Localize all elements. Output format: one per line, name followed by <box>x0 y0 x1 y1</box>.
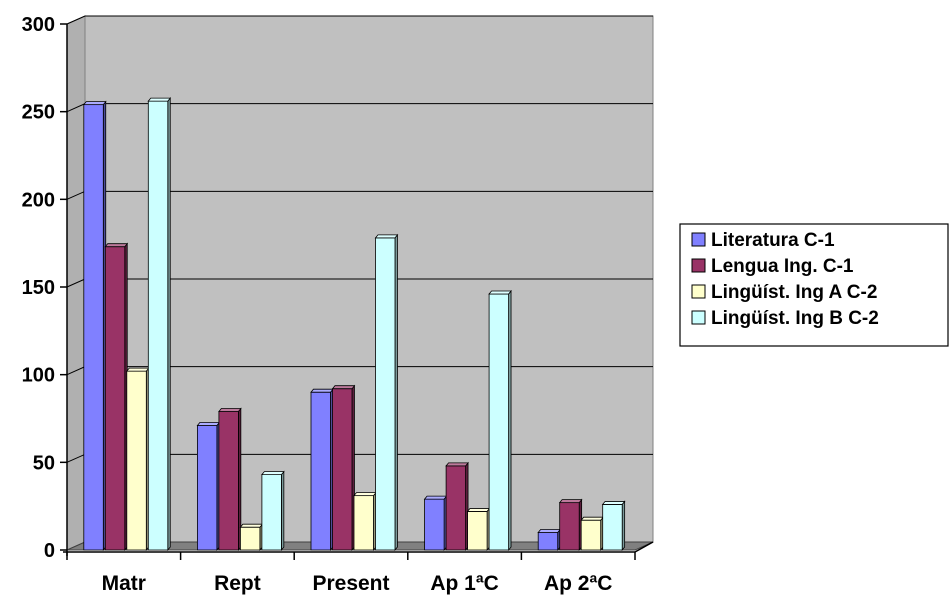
bar-literatura-c-1-0 <box>82 100 107 552</box>
x-category-label: Present <box>312 572 389 595</box>
y-tick-label: 50 <box>33 452 55 474</box>
bar-top <box>331 385 356 390</box>
legend-box <box>679 223 949 347</box>
bar-lengua-ing-c-1-1 <box>218 407 242 552</box>
bar-top <box>537 529 561 533</box>
bar-front <box>104 246 126 551</box>
legend-swatch <box>691 258 706 273</box>
legend-swatch <box>691 284 706 299</box>
axes: 0 50 100 150 200 250 300 Matr Rept Present Ap 1ªC A… <box>22 14 654 595</box>
bar-ling-st-ing-b-c-2-1 <box>261 470 285 552</box>
bar-front <box>196 425 218 551</box>
bar-top <box>261 471 285 476</box>
y-tick-label: 0 <box>44 540 55 562</box>
bar-literatura-c-1-4 <box>537 528 561 552</box>
gridline <box>66 15 653 25</box>
y-tick-label: 300 <box>22 14 55 36</box>
y-tick-label: 200 <box>22 189 55 211</box>
y-tick-label: 150 <box>22 277 55 299</box>
x-category-label: Matr <box>102 572 146 595</box>
bar-front <box>559 502 580 551</box>
bar-top <box>488 290 512 295</box>
bar-lengua-ing-c-1-2 <box>331 384 356 552</box>
y-tick-label: 250 <box>22 102 55 124</box>
plot-area <box>66 15 654 552</box>
bar-literatura-c-1-1 <box>196 421 221 552</box>
bar-front <box>147 100 169 551</box>
bar-lengua-ing-c-1-0 <box>104 242 129 552</box>
bar-literatura-c-1-3 <box>423 495 448 552</box>
bar-front <box>488 293 510 551</box>
bar-literatura-c-1-2 <box>310 388 334 552</box>
bar-top <box>239 523 264 528</box>
bar-top <box>353 492 377 497</box>
bar-front <box>218 411 239 551</box>
bar-ling-st-ing-a-c-2-4 <box>580 516 604 552</box>
bar-ling-st-ing-b-c-2-0 <box>147 97 172 552</box>
bar-lengua-ing-c-1-3 <box>445 461 469 552</box>
bar-front <box>467 511 488 551</box>
bar-top <box>310 388 334 393</box>
bar-top <box>196 422 221 426</box>
bar-lengua-ing-c-1-4 <box>558 498 583 552</box>
bar-front <box>580 519 602 551</box>
bar-front <box>445 465 467 551</box>
bar-top <box>147 97 172 102</box>
bar-top <box>104 243 129 248</box>
bar-top <box>558 499 583 504</box>
legend-entry-label: Lingüíst. Ing B C-2 <box>711 308 879 329</box>
bar-front <box>126 370 147 551</box>
bar-ling-st-ing-a-c-2-1 <box>239 523 264 552</box>
bar-front <box>424 498 445 551</box>
bar-front <box>353 495 374 551</box>
bar-top <box>125 367 150 372</box>
bar-front <box>310 391 331 551</box>
legend-swatch <box>691 310 706 325</box>
bar-top <box>218 408 242 412</box>
legend: Literatura C-1 Lengua Ing. C-1 Lingüíst. I… <box>679 223 949 347</box>
bar-ling-st-ing-a-c-2-3 <box>466 507 491 552</box>
bar-top <box>445 462 469 467</box>
x-category-label: Ap 1ªC <box>430 572 498 595</box>
x-category-label: Ap 2ªC <box>544 572 612 595</box>
bar-ling-st-ing-b-c-2-3 <box>488 289 512 552</box>
bar-front <box>239 526 261 551</box>
bar-ling-st-ing-a-c-2-2 <box>353 491 377 552</box>
x-axis-depth <box>634 541 654 553</box>
legend-swatch <box>691 232 706 247</box>
bar-top <box>374 234 399 239</box>
bar-front <box>602 504 623 551</box>
bar-ling-st-ing-a-c-2-0 <box>125 367 150 552</box>
bar-top <box>423 495 448 500</box>
bar-top <box>580 516 604 521</box>
bar-front <box>375 237 396 551</box>
legend-entry-label: Literatura C-1 <box>711 230 835 251</box>
bar-top <box>466 508 491 512</box>
bar-top <box>82 101 107 106</box>
legend-entry-label: Lingüíst. Ing A C-2 <box>711 282 877 303</box>
bar-front <box>83 104 104 551</box>
legend-entry-label: Lengua Ing. C-1 <box>711 256 854 277</box>
bar-front <box>332 388 353 551</box>
bar-front <box>261 474 282 551</box>
bar-ling-st-ing-b-c-2-4 <box>601 500 626 552</box>
bar-front <box>537 532 559 551</box>
x-category-label: Rept <box>214 572 261 595</box>
bar-top <box>601 501 626 505</box>
y-tick-label: 100 <box>22 365 55 387</box>
bar-ling-st-ing-b-c-2-2 <box>374 233 399 552</box>
